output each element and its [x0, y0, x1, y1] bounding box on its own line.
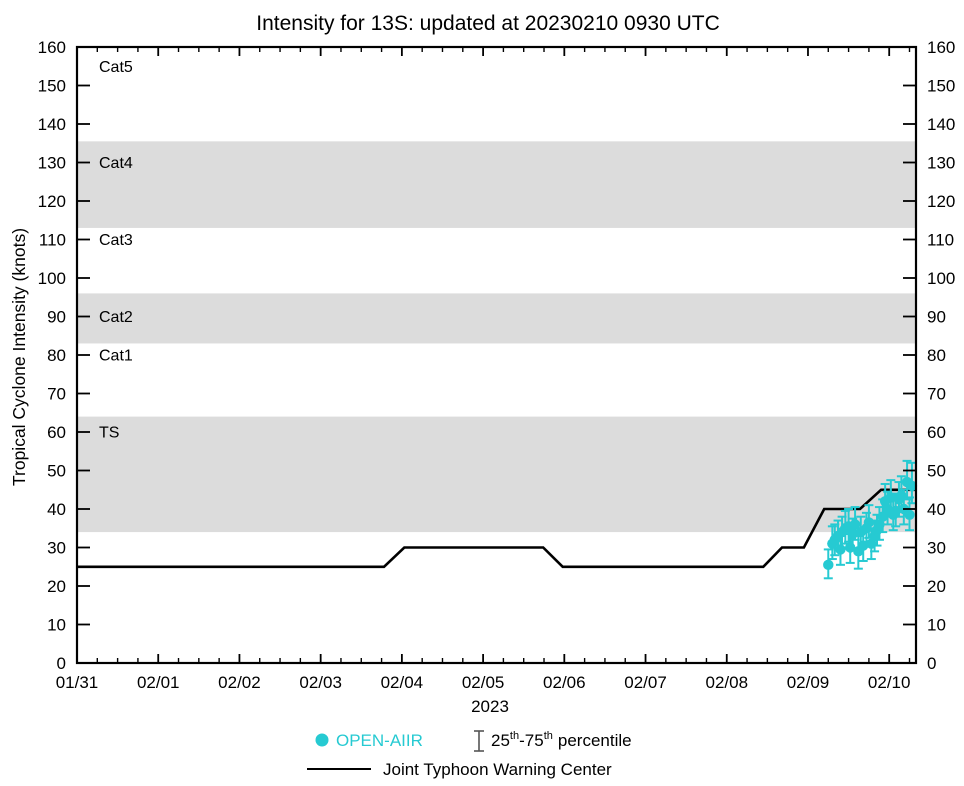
y-tick-label-right: 160	[927, 38, 955, 57]
y-tick-label-left: 90	[47, 308, 66, 327]
open-aiir-point	[823, 559, 834, 571]
y-tick-label-left: 150	[38, 77, 66, 96]
open-aiir-point	[858, 540, 869, 551]
x-tick-label: 02/02	[218, 673, 261, 692]
y-tick-label-left: 110	[39, 231, 66, 250]
open-aiir-point	[896, 490, 907, 501]
x-tick-label: 02/04	[381, 673, 424, 692]
y-tick-label-right: 140	[927, 115, 955, 134]
y-tick-label-right: 30	[927, 539, 946, 558]
y-tick-label-left: 60	[47, 423, 66, 442]
x-tick-label: 02/09	[787, 673, 830, 692]
y-axis-title: Tropical Cyclone Intensity (knots)	[9, 228, 29, 486]
open-aiir-point	[863, 517, 875, 528]
data-series	[77, 459, 918, 580]
y-tick-label-left: 70	[47, 385, 66, 404]
y-tick-label-left: 40	[47, 500, 66, 519]
jtwc-line	[77, 488, 916, 569]
y-tick-label-left: 0	[57, 654, 66, 673]
category-label-cat4: Cat4	[99, 155, 133, 172]
y-tick-label-right: 70	[927, 385, 946, 404]
category-label-group: Cat5 Cat4 Cat3 Cat2 Cat1 TS	[99, 59, 133, 442]
open-aiir-point	[845, 542, 856, 553]
y-tick-label-right: 10	[927, 616, 946, 635]
y-tick-label-left: 20	[47, 577, 66, 596]
open-aiir-legend-label: OPEN-AIIR	[336, 731, 423, 750]
open-aiir-point	[835, 544, 846, 555]
y-tick-label-left: 30	[47, 539, 66, 558]
open-aiir-point	[904, 509, 915, 520]
y-tick-label-right: 150	[927, 77, 955, 96]
x-tick-label: 02/03	[299, 673, 342, 692]
category-label-ts: TS	[99, 425, 119, 442]
percentile-word: percentile	[558, 731, 632, 750]
y-tick-label-right: 100	[927, 269, 955, 288]
category-label-cat1: Cat1	[99, 348, 133, 365]
y-tick-label-right: 80	[927, 346, 946, 365]
category-band-ts	[77, 416, 916, 533]
y-tick-label-left: 100	[38, 269, 66, 288]
y-tick-label-right: 60	[927, 423, 946, 442]
x-tick-label: 02/01	[137, 673, 180, 692]
y-tick-label-left: 80	[47, 346, 66, 365]
x-tick-label: 02/07	[624, 673, 667, 692]
open-aiir-point	[890, 505, 901, 517]
y-tick-label-right: 50	[927, 462, 946, 481]
percentile-whisker-icon	[474, 730, 484, 752]
x-axis-year-label: 2023	[471, 697, 509, 716]
y-tick-label-left: 160	[38, 38, 66, 57]
open-aiir-legend-marker-icon	[315, 733, 329, 747]
x-tick-label: 02/06	[543, 673, 586, 692]
category-band-cat2	[77, 293, 916, 344]
category-label-cat3: Cat3	[99, 232, 133, 249]
percentile-legend-label: 25th-75th percentile	[491, 730, 632, 750]
chart-title: Intensity for 13S: updated at 20230210 0…	[256, 12, 720, 35]
open-aiir-point	[877, 511, 888, 522]
open-aiir-point	[847, 528, 858, 540]
x-tick-label: 02/05	[462, 673, 505, 692]
y-tick-label-left: 140	[38, 115, 66, 134]
category-band-cat4	[77, 141, 916, 228]
range-separator: -	[519, 731, 525, 750]
category-label-cat2: Cat2	[99, 309, 133, 326]
y-tick-label-right: 110	[927, 231, 954, 250]
y-tick-label-right: 40	[927, 500, 946, 519]
y-tick-label-right: 130	[927, 154, 955, 173]
ordinal-suffix: th	[510, 730, 519, 742]
y-tick-label-left: 120	[38, 192, 66, 211]
x-tick-label: 02/08	[705, 673, 748, 692]
open-aiir-point	[849, 519, 861, 530]
open-aiir-point	[885, 492, 897, 503]
axes: 0 0 10 10 20 20 30 30 40 40 50 50 60 60 70 70 80 80 90 90 10…	[38, 38, 956, 692]
legend: OPEN-AIIR 25th-75th percentile Joint Typh…	[307, 730, 632, 779]
y-tick-label-right: 0	[927, 654, 936, 673]
category-label-cat5: Cat5	[99, 59, 133, 76]
ordinal-suffix: th	[544, 730, 553, 742]
category-bands	[77, 141, 916, 533]
percentile-lo: 25	[491, 731, 510, 750]
y-tick-label-left: 50	[47, 462, 66, 481]
open-aiir-point	[906, 480, 918, 492]
y-tick-label-left: 130	[38, 154, 66, 173]
jtwc-legend-label: Joint Typhoon Warning Center	[383, 760, 612, 779]
x-tick-label: 02/10	[868, 673, 911, 692]
y-tick-label-right: 120	[927, 192, 955, 211]
y-tick-label-left: 10	[47, 616, 66, 635]
x-tick-label: 01/31	[56, 673, 99, 692]
y-tick-label-right: 20	[927, 577, 946, 596]
percentile-hi: 75	[525, 731, 544, 750]
plot-frame	[75, 45, 918, 665]
y-tick-label-right: 90	[927, 308, 946, 327]
